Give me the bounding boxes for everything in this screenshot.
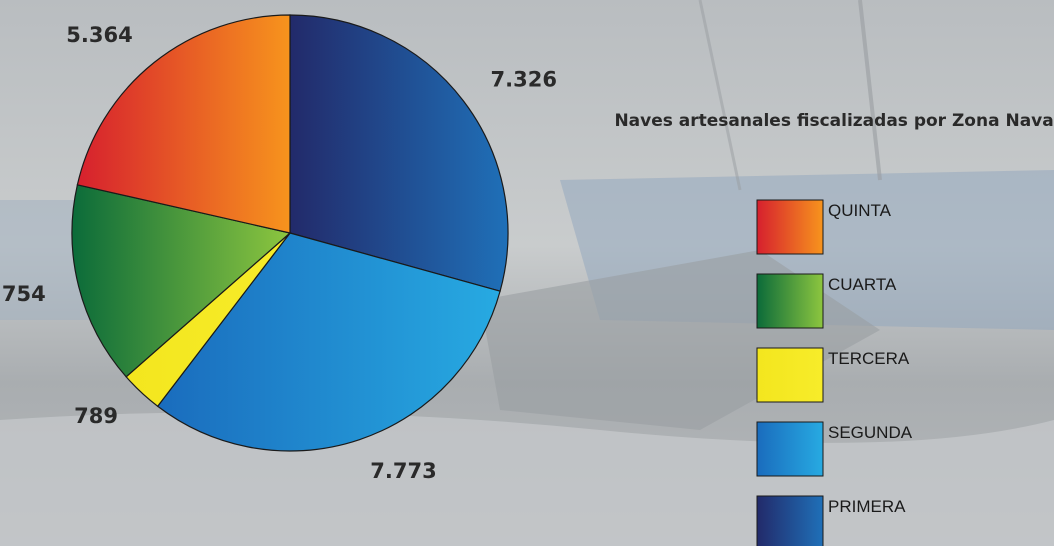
- legend-label: QUINTA: [828, 201, 892, 220]
- legend-label: TERCERA: [828, 349, 910, 368]
- value-label: 3.754: [0, 282, 46, 306]
- legend-swatch: [757, 422, 823, 476]
- value-label: 789: [74, 404, 118, 428]
- legend-swatch: [757, 200, 823, 254]
- value-label: 7.773: [370, 459, 436, 483]
- value-label: 7.326: [491, 67, 557, 91]
- value-label: 5.364: [66, 23, 132, 47]
- legend-swatch: [757, 274, 823, 328]
- legend-label: PRIMERA: [828, 497, 906, 516]
- legend-label: CUARTA: [828, 275, 897, 294]
- legend-swatch: [757, 496, 823, 546]
- chart-title: Naves artesanales fiscalizadas por Zona …: [612, 108, 1054, 135]
- legend-swatch: [757, 348, 823, 402]
- legend-label: SEGUNDA: [828, 423, 913, 442]
